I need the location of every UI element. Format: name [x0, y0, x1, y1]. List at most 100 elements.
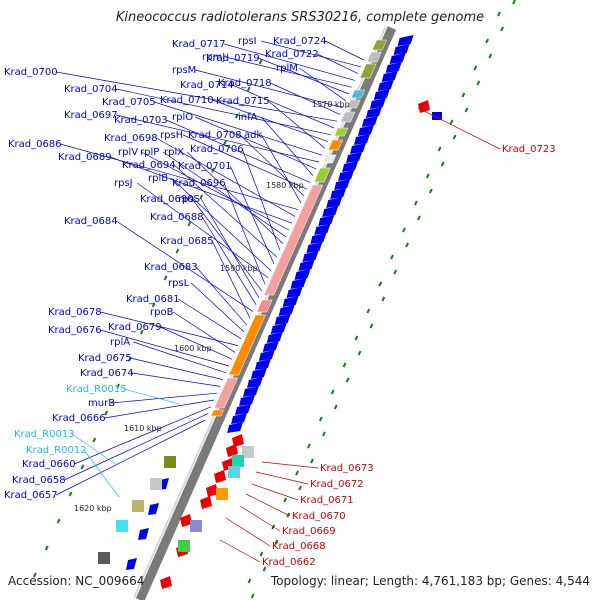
tick-dash — [104, 410, 109, 416]
label-rpsi: rpsI — [238, 36, 257, 47]
leader-line — [170, 177, 272, 272]
feature-box — [190, 520, 202, 532]
label-rplb: rplB — [148, 173, 168, 184]
leader-line — [260, 116, 314, 176]
forward-gene-arrow — [318, 215, 335, 226]
label-krad_0710: Krad_0710 — [160, 95, 214, 106]
forward-gene-arrow — [346, 152, 363, 163]
label-krad_0696: Krad_0696 — [172, 178, 226, 189]
leader-line — [298, 67, 347, 102]
leader-line — [270, 82, 341, 115]
leader-line — [173, 311, 236, 353]
leader-line — [116, 114, 320, 163]
tick-dash — [262, 566, 267, 572]
leader-line — [245, 493, 291, 517]
position-tick-label: 1570 kbp — [312, 100, 350, 109]
label-krad_0689: Krad_0689 — [58, 152, 112, 163]
label-rplp: rplP — [140, 147, 159, 158]
gene-labels: Krad_0724rpsIKrad_0722Krad_0717rpmJKrad_… — [4, 36, 556, 568]
position-tick-label: 1620 kbp — [74, 504, 112, 513]
label-krad_0685: Krad_0685 — [160, 236, 214, 247]
tick-dash — [413, 200, 418, 206]
label-krad_r0015: Krad_R0015 — [66, 384, 127, 395]
forward-gene-arrow — [361, 116, 378, 127]
forward-gene-arrow — [334, 179, 351, 190]
leader-line — [200, 198, 260, 299]
label-krad_0660: Krad_0660 — [22, 459, 76, 470]
feature-box — [164, 456, 176, 468]
feature-box — [232, 455, 244, 467]
forward-gene-arrow — [242, 386, 259, 397]
leader-line — [195, 69, 344, 108]
reverse-gene-arrow — [160, 576, 172, 589]
leader-line — [219, 539, 261, 563]
label-krad_0703: Krad_0703 — [114, 115, 168, 126]
tick-dash — [32, 572, 37, 578]
forward-gene-arrow — [353, 134, 370, 145]
leader-line — [239, 505, 281, 532]
label-krad_0694: Krad_0694 — [122, 160, 176, 171]
label-krad_0705: Krad_0705 — [102, 97, 156, 108]
label-krad_0698: Krad_0698 — [104, 133, 158, 144]
feature-box — [371, 39, 388, 51]
tick-dash — [464, 107, 469, 113]
tick-dash — [342, 362, 347, 368]
tick-dash — [357, 350, 362, 356]
tick-dash — [258, 59, 263, 65]
label-krad_0658: Krad_0658 — [12, 475, 66, 486]
position-tick-label: 1610 kbp — [124, 424, 162, 433]
leader-line — [195, 266, 248, 326]
leader-line — [223, 182, 266, 285]
label-murb: murB — [88, 398, 115, 409]
reverse-gene-arrow — [200, 496, 212, 509]
feature-box — [242, 446, 254, 458]
forward-gene-arrow — [298, 260, 315, 271]
leader-line — [156, 137, 296, 217]
forward-gene-arrow — [138, 528, 149, 540]
tick-dash — [512, 0, 516, 5]
leader-line — [186, 151, 284, 244]
forward-gene-arrow — [235, 404, 252, 415]
tick-dash — [223, 140, 227, 146]
tick-dash — [381, 296, 386, 302]
forward-gene-arrow — [262, 341, 279, 352]
tick-dash — [393, 269, 398, 275]
label-krad_0708: Krad_0708 — [188, 130, 242, 141]
tick-dash — [163, 275, 168, 281]
leader-line — [141, 151, 290, 231]
feature-box — [216, 488, 228, 500]
tick-dash — [417, 215, 421, 221]
tick-dash — [449, 119, 454, 125]
feature-box — [333, 127, 349, 137]
forward-gene-arrow — [270, 323, 287, 334]
label-rpla: rplA — [110, 337, 130, 348]
tick-marks-inner — [32, 11, 501, 584]
label-krad_0697: Krad_0697 — [64, 110, 118, 121]
leader-line — [225, 56, 353, 88]
feature-box — [210, 409, 224, 417]
tick-dash — [390, 254, 394, 260]
tick-dash — [44, 545, 49, 551]
feature-box — [350, 89, 366, 99]
tick-dash — [68, 491, 73, 497]
reverse-genes — [160, 100, 442, 589]
label-krad_0704: Krad_0704 — [64, 84, 118, 95]
tick-dash — [259, 551, 264, 557]
label-krad_0715: Krad_0715 — [216, 96, 270, 107]
leader-line — [241, 148, 281, 251]
forward-gene-arrow — [148, 503, 159, 515]
forward-gene-arrow — [302, 251, 319, 262]
forward-gene-arrow — [231, 413, 248, 424]
forward-gene-arrow — [338, 170, 355, 181]
leader-line — [225, 517, 271, 547]
label-krad_0686: Krad_0686 — [8, 139, 62, 150]
label-krad_0670: Krad_0670 — [292, 511, 346, 522]
leader-line — [56, 71, 338, 122]
forward-gene-arrow — [381, 71, 398, 82]
tick-dash — [283, 497, 288, 503]
forward-gene-arrow — [342, 161, 359, 172]
feature-box — [228, 314, 266, 376]
leader-line — [261, 40, 361, 68]
leader-line — [191, 198, 263, 292]
forward-gene-arrow — [282, 296, 299, 307]
